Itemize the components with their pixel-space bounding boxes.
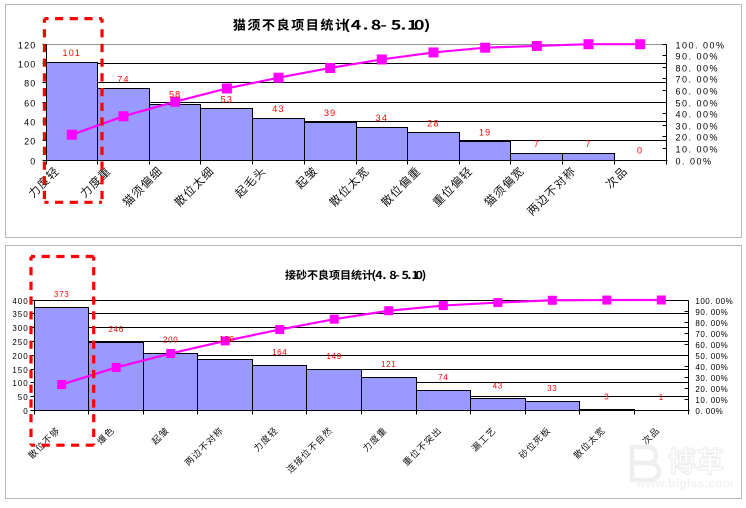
svg-text:53: 53 (221, 95, 233, 105)
svg-text:43: 43 (493, 381, 503, 390)
svg-text:80. 00%: 80. 00% (695, 319, 728, 328)
svg-text:40: 40 (24, 118, 36, 128)
svg-text:0. 00%: 0. 00% (695, 407, 723, 416)
svg-text:10. 00%: 10. 00% (676, 145, 720, 155)
svg-text:19: 19 (479, 127, 491, 137)
svg-text:149: 149 (327, 352, 342, 361)
svg-text:30. 00%: 30. 00% (695, 374, 728, 383)
svg-text:60. 00%: 60. 00% (676, 87, 720, 97)
svg-text:100: 100 (18, 60, 37, 70)
svg-text:28: 28 (427, 119, 439, 129)
svg-text:60. 00%: 60. 00% (695, 341, 728, 350)
svg-text:80. 00%: 80. 00% (676, 64, 720, 74)
svg-text:200: 200 (12, 352, 28, 361)
svg-text:www.biglss.com: www.biglss.com (635, 477, 734, 491)
svg-text:74: 74 (117, 74, 129, 84)
svg-text:0: 0 (23, 407, 28, 416)
svg-text:60: 60 (24, 99, 36, 109)
svg-text:100. 00%: 100. 00% (676, 41, 726, 51)
svg-text:7: 7 (534, 139, 540, 149)
svg-text:10. 00%: 10. 00% (695, 396, 728, 405)
svg-text:0. 00%: 0. 00% (676, 157, 713, 167)
svg-text:80: 80 (24, 79, 36, 89)
svg-text:34: 34 (376, 113, 388, 123)
svg-text:50. 00%: 50. 00% (695, 352, 728, 361)
svg-text:120: 120 (18, 41, 37, 51)
svg-text:74: 74 (438, 373, 448, 382)
svg-text:180: 180 (219, 335, 234, 344)
svg-text:1: 1 (659, 393, 664, 402)
svg-text:250: 250 (12, 338, 28, 347)
svg-text:50: 50 (18, 393, 29, 402)
svg-text:70. 00%: 70. 00% (695, 330, 728, 339)
svg-text:100. 00%: 100. 00% (695, 297, 733, 306)
svg-text:90. 00%: 90. 00% (695, 308, 728, 317)
svg-text:100: 100 (12, 379, 28, 388)
svg-text:0: 0 (30, 157, 36, 167)
svg-text:40. 00%: 40. 00% (695, 363, 728, 372)
svg-text:200: 200 (163, 336, 178, 345)
svg-text:164: 164 (272, 348, 287, 357)
svg-text:246: 246 (108, 325, 123, 334)
svg-text:300: 300 (12, 324, 28, 333)
svg-text:20. 00%: 20. 00% (676, 133, 720, 143)
svg-text:40. 00%: 40. 00% (676, 110, 720, 120)
svg-text:33: 33 (547, 384, 557, 393)
svg-text:3: 3 (604, 392, 609, 401)
svg-text:58: 58 (169, 90, 181, 100)
svg-text:43: 43 (272, 104, 284, 114)
svg-text:400: 400 (12, 297, 28, 306)
svg-text:373: 373 (54, 290, 69, 299)
svg-text:121: 121 (381, 360, 396, 369)
svg-text:0: 0 (637, 146, 643, 156)
svg-text:350: 350 (12, 310, 28, 319)
svg-text:50. 00%: 50. 00% (676, 99, 720, 109)
svg-text:20. 00%: 20. 00% (695, 385, 728, 394)
svg-text:90. 00%: 90. 00% (676, 52, 720, 62)
svg-text:7: 7 (585, 139, 591, 149)
svg-text:39: 39 (324, 108, 336, 118)
svg-text:70. 00%: 70. 00% (676, 75, 720, 85)
svg-text:101: 101 (63, 48, 82, 58)
svg-text:30. 00%: 30. 00% (676, 122, 720, 132)
svg-text:20: 20 (24, 137, 36, 147)
svg-text:150: 150 (12, 366, 28, 375)
